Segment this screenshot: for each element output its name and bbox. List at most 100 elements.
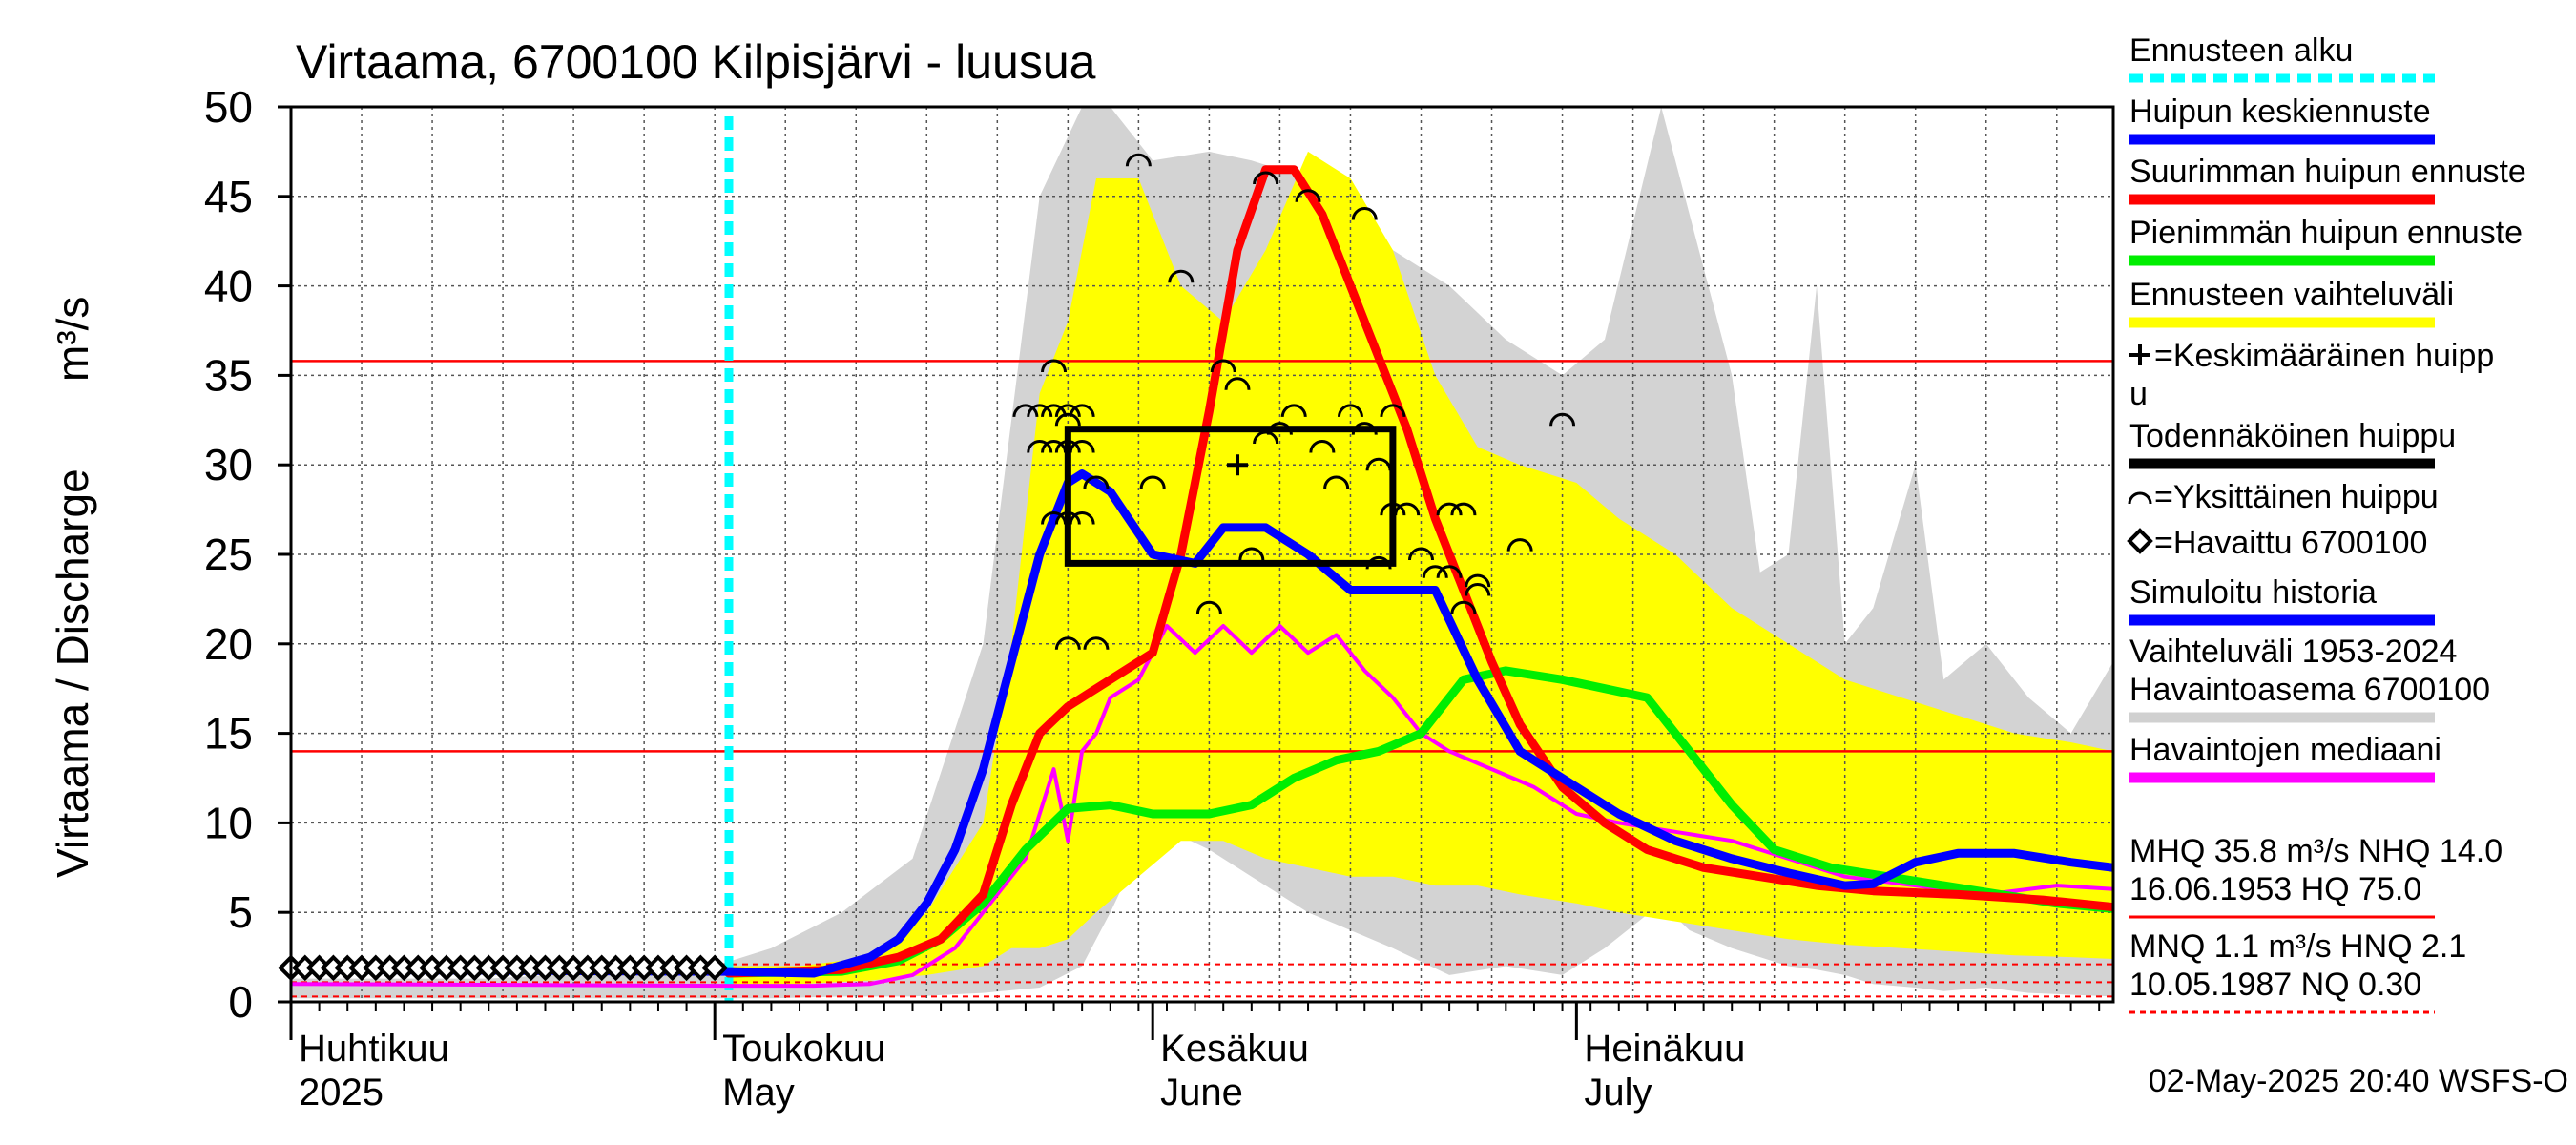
legend-item: Simuloitu historia bbox=[2129, 574, 2435, 626]
individual-peak-marker bbox=[1436, 565, 1463, 578]
legend-label: Ennusteen vaihteluväli bbox=[2129, 277, 2454, 313]
x-month-sublabel: May bbox=[722, 1072, 795, 1114]
individual-peak-marker bbox=[1041, 439, 1068, 453]
individual-peak-marker bbox=[1253, 171, 1279, 185]
individual-peak-marker bbox=[1069, 510, 1095, 525]
x-month-label: Kesäkuu bbox=[1160, 1028, 1309, 1070]
y-tick-label: 35 bbox=[204, 350, 253, 400]
individual-peak-marker bbox=[1027, 439, 1053, 453]
legend-label-line2: u bbox=[2129, 376, 2148, 412]
individual-peak-marker bbox=[1054, 510, 1081, 525]
legend-item: =Keskimääräinen huippu bbox=[2129, 338, 2494, 412]
legend-item: MHQ 35.8 m³/s NHQ 14.016.06.1953 HQ 75.0 bbox=[2129, 833, 2503, 919]
legend-diamond-icon bbox=[2127, 528, 2153, 554]
individual-peak-marker bbox=[1365, 457, 1392, 471]
y-tick-label: 0 bbox=[228, 977, 253, 1027]
legend-item: Todennäköinen huippu bbox=[2129, 418, 2456, 469]
legend-label: Suurimman huipun ennuste bbox=[2129, 154, 2526, 190]
individual-peak-marker bbox=[1041, 404, 1068, 418]
individual-peak-marker bbox=[1083, 636, 1110, 650]
legend-label: =Havaittu 6700100 bbox=[2154, 525, 2427, 561]
legend-label: Huipun keskiennuste bbox=[2129, 94, 2431, 130]
individual-peak-marker bbox=[1380, 404, 1406, 418]
y-tick-label: 5 bbox=[228, 887, 253, 937]
observed-point bbox=[701, 954, 729, 982]
legend-label: Todennäköinen huippu bbox=[2129, 418, 2456, 454]
individual-peak-marker bbox=[1224, 377, 1251, 390]
individual-peak-marker bbox=[1238, 547, 1265, 561]
legend-item: =Havaittu 6700100 bbox=[2127, 525, 2427, 561]
x-month-sublabel: 2025 bbox=[299, 1072, 384, 1114]
legend-item: MNQ 1.1 m³/s HNQ 2.110.05.1987 NQ 0.30 bbox=[2129, 928, 2466, 1014]
individual-peak-marker bbox=[1394, 502, 1421, 516]
legend-item: Ennusteen vaihteluväli bbox=[2129, 277, 2454, 328]
x-month-sublabel: June bbox=[1160, 1072, 1243, 1114]
individual-peak-marker bbox=[1041, 510, 1068, 525]
individual-peak-marker bbox=[1069, 404, 1095, 418]
individual-peak-marker bbox=[1436, 502, 1463, 516]
individual-peak-marker bbox=[1549, 412, 1576, 427]
x-month-sublabel: July bbox=[1584, 1072, 1652, 1114]
y-axis-label: Virtaama / Discharge bbox=[48, 468, 97, 878]
legend-label-line2: 10.05.1987 NQ 0.30 bbox=[2129, 967, 2421, 1003]
individual-peak-marker bbox=[1465, 583, 1491, 596]
individual-peak-marker bbox=[1365, 555, 1392, 570]
individual-peak-marker bbox=[1295, 189, 1321, 202]
mean-peak-marker bbox=[1227, 454, 1249, 476]
individual-peak-marker bbox=[1380, 502, 1406, 516]
individual-peak-marker bbox=[1210, 359, 1236, 373]
y-tick-label: 30 bbox=[204, 440, 253, 489]
series-line-3 bbox=[724, 666, 2113, 978]
legend-item: =Yksittäinen huippu bbox=[2128, 479, 2439, 515]
x-month-label: Heinäkuu bbox=[1584, 1028, 1745, 1070]
individual-peak-marker bbox=[1168, 269, 1195, 283]
x-month-label: Toukokuu bbox=[722, 1028, 885, 1070]
y-tick-label: 15 bbox=[204, 709, 253, 759]
y-tick-label: 45 bbox=[204, 172, 253, 221]
legend-item: Havaintojen mediaani bbox=[2129, 732, 2441, 783]
footer-timestamp: 02-May-2025 20:40 WSFS-O bbox=[2149, 1063, 2568, 1099]
individual-peak-marker bbox=[1253, 430, 1279, 445]
individual-peak-marker bbox=[1012, 404, 1039, 418]
chart-title: Virtaama, 6700100 Kilpisjärvi - luusua bbox=[296, 35, 1096, 89]
individual-peak-marker bbox=[1465, 573, 1491, 588]
individual-peak-marker bbox=[1323, 475, 1350, 489]
legend-label: MNQ 1.1 m³/s HNQ 2.1 bbox=[2129, 928, 2466, 965]
individual-peak-marker bbox=[1506, 538, 1533, 552]
legend-label: Simuloitu historia bbox=[2129, 574, 2377, 611]
individual-peak-marker bbox=[1266, 422, 1293, 435]
individual-peak-marker bbox=[1054, 439, 1081, 453]
probable-peak-box bbox=[1064, 426, 1397, 567]
y-tick-label: 40 bbox=[204, 261, 253, 311]
legend-item: Huipun keskiennuste bbox=[2129, 94, 2435, 145]
individual-peak-marker bbox=[1351, 207, 1378, 220]
individual-peak-marker bbox=[1027, 404, 1053, 418]
legend-item: Pienimmän huipun ennuste bbox=[2129, 215, 2523, 266]
legend-label: Havaintojen mediaani bbox=[2129, 732, 2441, 768]
y-tick-label: 20 bbox=[204, 619, 253, 669]
individual-peak-marker bbox=[1195, 600, 1222, 614]
legend-item: Suurimman huipun ennuste bbox=[2129, 154, 2526, 205]
individual-peak-marker bbox=[1337, 404, 1363, 418]
individual-peak-marker bbox=[1083, 475, 1110, 489]
individual-peak-marker bbox=[1054, 404, 1081, 418]
individual-peak-marker bbox=[1139, 475, 1166, 489]
individual-peak-marker bbox=[1280, 404, 1307, 418]
individual-peak-marker bbox=[1069, 439, 1095, 453]
individual-peak-marker bbox=[1408, 547, 1434, 561]
legend-label: =Yksittäinen huippu bbox=[2154, 479, 2439, 515]
legend-label: Vaihteluväli 1953-2024 bbox=[2129, 634, 2457, 670]
legend-label: =Keskimääräinen huipp bbox=[2154, 338, 2494, 374]
individual-peak-marker bbox=[1422, 565, 1448, 578]
legend-label-line2: 16.06.1953 HQ 75.0 bbox=[2129, 871, 2421, 907]
legend-label: Pienimmän huipun ennuste bbox=[2129, 215, 2523, 251]
individual-peak-marker bbox=[1309, 439, 1336, 453]
individual-peak-marker bbox=[1054, 636, 1081, 650]
legend-item: Vaihteluväli 1953-2024 Havaintoasema 670… bbox=[2129, 634, 2490, 723]
plot-area: 05101520253035404550Huhtikuu2025Toukokuu… bbox=[204, 82, 2115, 1114]
y-axis-unit: m³/s bbox=[48, 297, 97, 382]
y-tick-label: 50 bbox=[204, 82, 253, 132]
individual-peak-marker bbox=[1450, 502, 1477, 516]
legend-item: Ennusteen alku bbox=[2129, 32, 2435, 83]
